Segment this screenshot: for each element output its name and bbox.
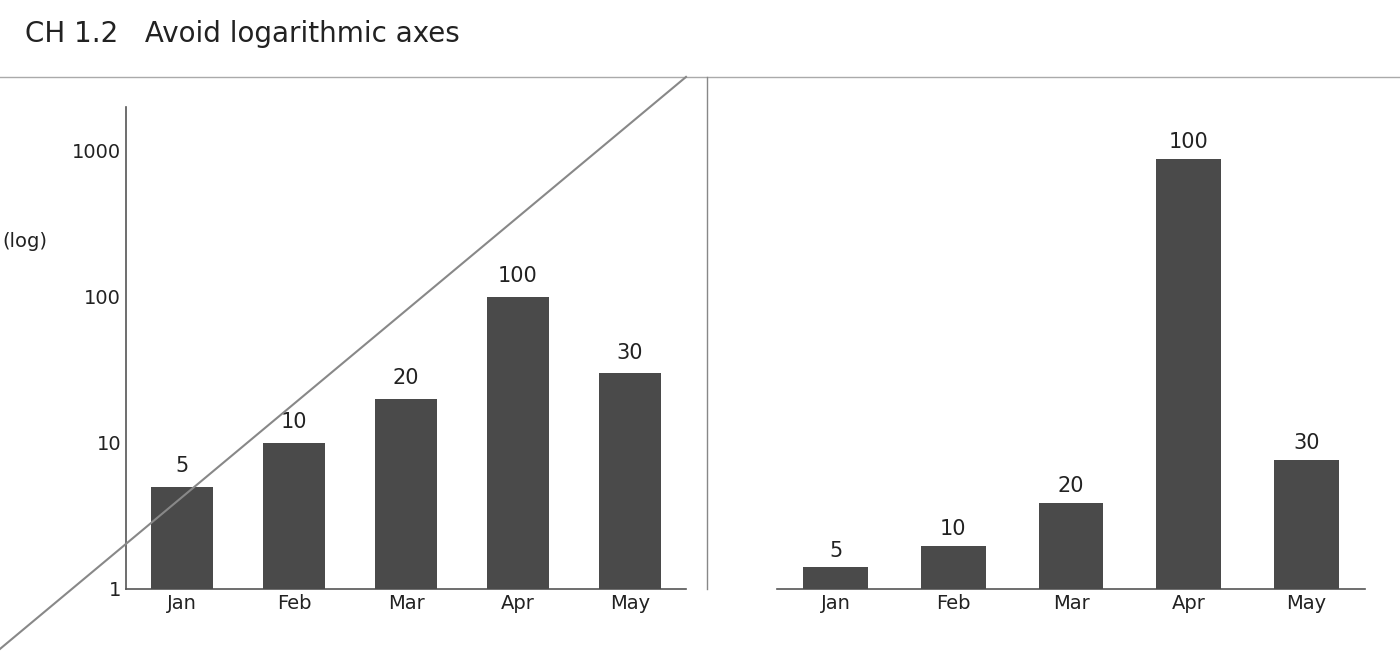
Text: 100: 100 [498,266,538,286]
Text: 30: 30 [617,343,643,363]
Bar [1039,502,1103,589]
Bar [263,443,325,669]
Bar [1274,460,1338,589]
Text: 30: 30 [1294,434,1319,454]
Text: 5: 5 [829,541,843,561]
Text: 10: 10 [281,412,307,432]
Text: (log): (log) [3,232,48,252]
Text: 20: 20 [393,369,419,389]
Bar [375,399,437,669]
Text: 5: 5 [175,456,189,476]
Text: 20: 20 [1058,476,1084,496]
Bar [487,297,549,669]
Bar [599,373,661,669]
Bar [804,567,868,589]
Bar [1156,159,1221,589]
Bar [151,487,213,669]
Bar [921,546,986,589]
Text: 10: 10 [941,519,966,539]
Text: 100: 100 [1169,132,1208,152]
Text: CH 1.2   Avoid logarithmic axes: CH 1.2 Avoid logarithmic axes [25,20,461,48]
